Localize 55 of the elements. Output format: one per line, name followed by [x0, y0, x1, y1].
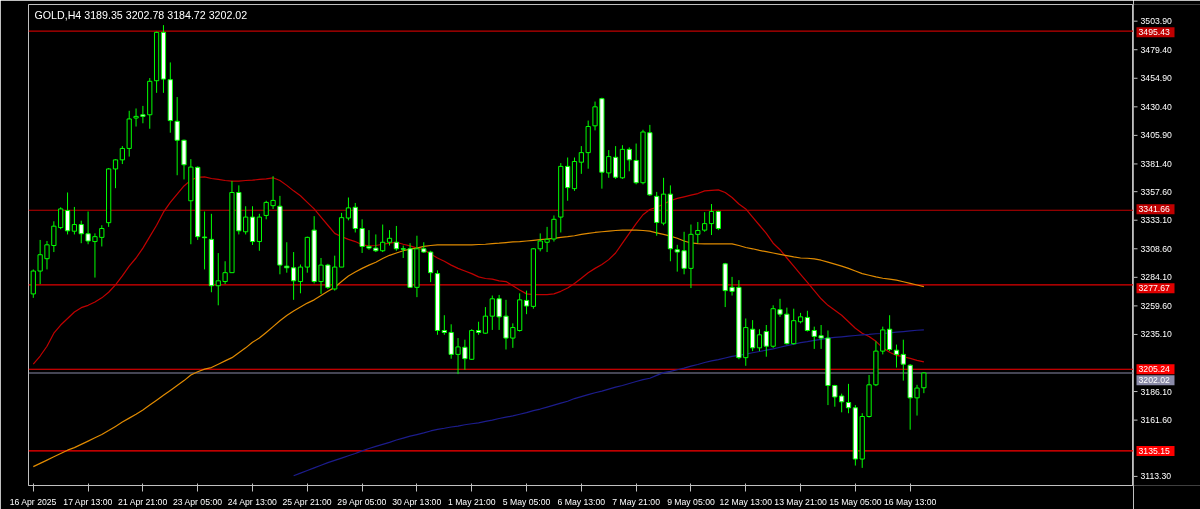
candlestick [297, 264, 304, 294]
y-tick-label: 3381.40 [1140, 158, 1172, 169]
y-tick-label: 3161.60 [1140, 415, 1172, 426]
y-tick-label: 3357.60 [1140, 186, 1172, 197]
candlestick [482, 306, 489, 335]
x-tick-label: 15 May 05:00 [829, 496, 882, 507]
x-tick-label: 1 May 21:00 [447, 496, 496, 507]
y-tick-label: 3113.30 [1140, 471, 1172, 482]
candlestick [393, 225, 399, 252]
y-tick-label: 3284.10 [1140, 272, 1172, 283]
candlestick [708, 203, 715, 236]
x-tick-label: 13 May 21:00 [774, 496, 827, 507]
candlestick [921, 371, 927, 394]
x-tick-label: 24 Apr 13:00 [227, 496, 278, 507]
ref-line-label: 3205.24 [1138, 364, 1170, 375]
ref-line-label: 3135.15 [1138, 445, 1170, 456]
candlestick [201, 210, 208, 270]
y-tick-label: 3479.40 [1140, 44, 1172, 55]
y-tick-label: 3308.60 [1140, 243, 1172, 254]
candlestick [756, 328, 763, 352]
candlestick [64, 191, 71, 235]
y-tick-label: 3235.10 [1140, 329, 1172, 340]
line-series [293, 329, 925, 477]
x-tick-label: 16 Apr 2025 [9, 496, 57, 507]
chart-title: GOLD,H4 3189.35 3202.78 3184.72 3202.02 [34, 8, 248, 21]
candlestick [551, 214, 557, 243]
y-tick-label: 3259.60 [1140, 300, 1172, 311]
x-tick-label: 29 Apr 05:00 [337, 496, 387, 507]
x-tick-label: 23 Apr 05:00 [172, 496, 223, 507]
ref-line-label: 3341.66 [1138, 204, 1170, 215]
y-tick-label: 3405.90 [1140, 130, 1172, 141]
ref-line-label: 3495.43 [1138, 27, 1170, 38]
x-tick-label: 25 Apr 21:00 [282, 496, 332, 507]
candlestick [893, 344, 900, 369]
x-tick-label: 16 May 13:00 [883, 496, 937, 507]
x-tick-label: 6 May 13:00 [557, 496, 606, 507]
y-tick-label: 3430.40 [1140, 101, 1172, 112]
ref-line-label: 3277.67 [1138, 283, 1170, 294]
y-tick-label: 3186.10 [1140, 386, 1172, 397]
candlestick [523, 290, 530, 315]
candlestick [900, 339, 906, 382]
y-tick-label: 3333.10 [1140, 215, 1172, 226]
x-tick-label: 7 May 21:00 [612, 496, 661, 507]
x-tick-label: 12 May 13:00 [719, 496, 773, 507]
candlestick [626, 146, 632, 172]
x-tick-label: 5 May 05:00 [502, 496, 551, 507]
candlestick [112, 158, 119, 189]
ref-line-label: 3202.02 [1138, 375, 1170, 386]
y-tick-label: 3503.90 [1140, 16, 1172, 27]
x-tick-label: 17 Apr 13:00 [63, 496, 113, 507]
x-tick-label: 30 Apr 13:00 [392, 496, 442, 507]
x-tick-label: 9 May 05:00 [667, 496, 715, 507]
y-tick-label: 3454.90 [1140, 73, 1172, 84]
candlestick [845, 383, 852, 414]
x-tick-label: 21 Apr 21:00 [118, 496, 168, 507]
